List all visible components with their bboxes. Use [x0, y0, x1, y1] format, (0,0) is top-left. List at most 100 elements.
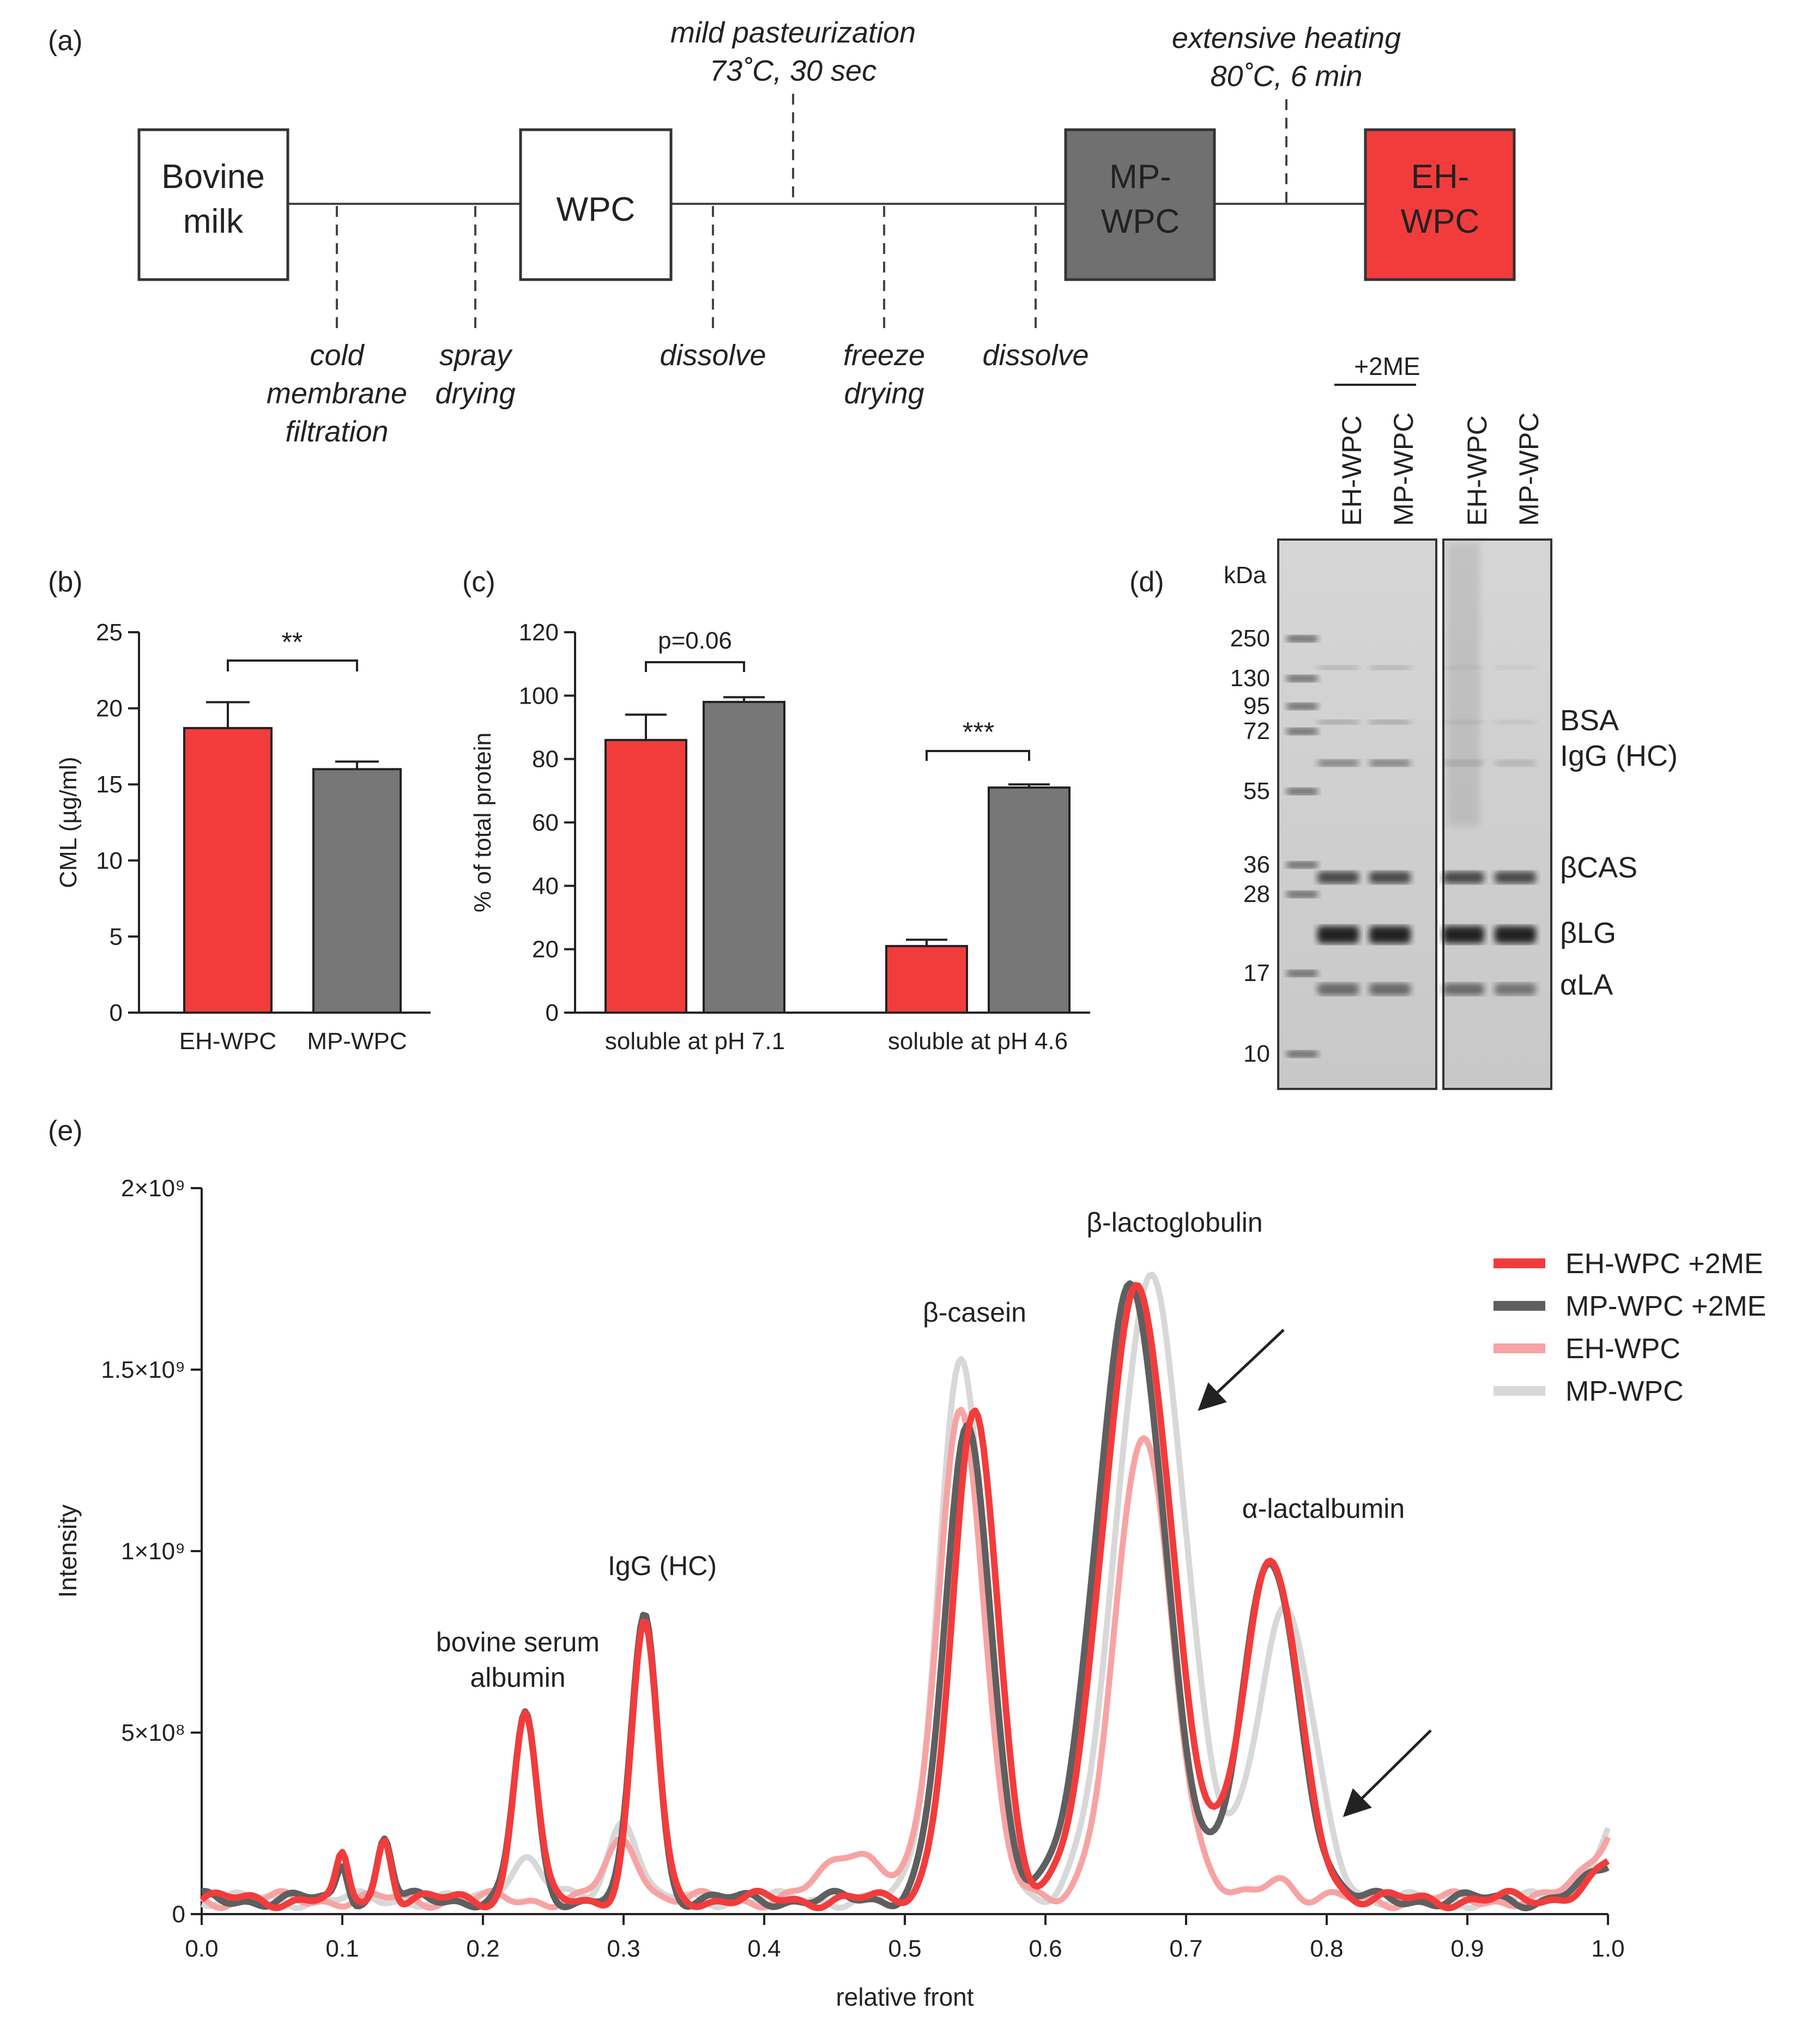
gel-sample-band [1443, 871, 1484, 883]
gel-sample-band [1369, 760, 1411, 766]
chart-e-annotation-bsa: bovine serum [436, 1627, 600, 1657]
gel-image: +2ME EH-WPC MP-WPC EH-WPC MP-WPC kDa 250… [1224, 352, 1678, 1090]
gel-band-label: IgG (HC) [1560, 740, 1678, 772]
step-label: 73˚C, 30 sec [710, 55, 876, 87]
panel-label-e: (e) [48, 1115, 83, 1147]
gel-marker-label: 36 [1243, 851, 1270, 878]
chart-c-y-tick-label: 20 [532, 936, 559, 963]
gel-ladder-band [1286, 891, 1318, 898]
box-eh-wpc [1364, 128, 1516, 281]
gel-sample-band [1317, 665, 1359, 670]
chart-c-y-tick-label: 120 [519, 619, 559, 646]
chart-c-bracket-2 [926, 750, 1030, 761]
gel-lane-label: MP-WPC [1388, 413, 1419, 526]
gel-sample-band [1317, 720, 1359, 724]
gel-band-label: βLG [1560, 917, 1616, 949]
step-label: spray [439, 339, 513, 372]
gel-marker-label: 28 [1243, 881, 1270, 907]
box-eh-wpc-line2: WPC [1401, 203, 1480, 240]
gel-sample-band [1495, 760, 1536, 766]
chart-c-bar [703, 700, 785, 1014]
chart-b-y-tick-label: 20 [96, 695, 123, 722]
chart-e-y-label: Intensity [53, 1504, 82, 1597]
gel-ladder-band [1286, 970, 1318, 977]
gel-panel-reduced [1277, 538, 1437, 1090]
chart-c-y-tick-label: 60 [532, 809, 559, 836]
chart-e-y-tick-label: 5×10⁸ [121, 1720, 185, 1746]
chart-c-bar [988, 786, 1071, 1014]
chart-e-arrow [1343, 1729, 1432, 1818]
gel-marker-label: 95 [1243, 693, 1270, 719]
chart-c-x-tick-label: soluble at pH 4.6 [888, 1028, 1068, 1055]
box-mp-wpc [1064, 128, 1216, 281]
gel-sample-band [1443, 983, 1484, 995]
box-bovine-milk-line2: milk [183, 203, 244, 240]
box-wpc [519, 128, 673, 281]
chart-e-annotation-bsa: albumin [470, 1662, 565, 1693]
chart-b-x-tick-label: MP-WPC [307, 1028, 407, 1055]
gel-sample-band [1369, 871, 1411, 883]
gel-kda-label: kDa [1224, 562, 1267, 589]
chart-c-y-tick-label: 100 [519, 682, 559, 709]
step-label: mild pasteurization [670, 16, 916, 49]
chart-e-x-tick-label: 0.6 [1029, 1935, 1062, 1962]
chart-e-y-tick-label: 2×10⁹ [121, 1175, 185, 1202]
chart-e-annotation-b-casein: β-casein [923, 1297, 1026, 1328]
chart-e-legend-label: EH-WPC +2ME [1565, 1248, 1763, 1280]
gel-smear [1447, 543, 1480, 826]
chart-c-y-label: % of total protein [469, 732, 496, 912]
chart-b-significance: ** [282, 627, 303, 657]
chart-e-y-tick-label: 1×10⁹ [121, 1538, 185, 1565]
chart-c-significance: *** [963, 717, 994, 747]
gel-sample-band [1317, 926, 1359, 943]
chart-b-bar [183, 727, 273, 1014]
gel-band-label: BSA [1560, 704, 1619, 737]
chart-e-x-tick-label: 0.5 [888, 1935, 921, 1962]
gel-bands [1286, 543, 1536, 1057]
chart-b-significance-bracket [227, 659, 358, 671]
gel-sample-band [1495, 665, 1536, 670]
chart-e-x-tick-label: 0.4 [747, 1935, 781, 1962]
gel-band-label: βCAS [1560, 851, 1637, 884]
step-label: drying [435, 377, 515, 410]
gel-ladder-band [1286, 703, 1318, 710]
flow-diagram: Bovine milk WPC MP- WPC EH- WPC cold mem… [137, 16, 1516, 448]
panel-label-b: (b) [48, 566, 83, 598]
gel-marker-label: 10 [1243, 1040, 1270, 1067]
chart-e-x-tick-label: 0.3 [607, 1935, 640, 1962]
step-label: freeze [843, 339, 925, 372]
gel-ladder-band [1286, 635, 1318, 642]
chart-e-series-line [201, 1272, 1611, 1911]
chart-b-y-label: CML (µg/ml) [55, 756, 82, 888]
chart-e-x-tick-label: 0.2 [466, 1935, 499, 1962]
step-label: dissolve [660, 339, 766, 372]
chart-c-y-tick-label: 0 [546, 1000, 559, 1026]
box-bovine-milk [137, 128, 289, 281]
step-label: 80˚C, 6 min [1210, 60, 1362, 93]
chart-e-annotation-b-lactoglobulin: β-lactoglobulin [1086, 1207, 1262, 1238]
gel-sample-band [1495, 926, 1536, 943]
chart-b-y-tick-label: 10 [96, 847, 123, 874]
gel-marker-label: 17 [1243, 960, 1270, 986]
chart-e-x-tick-label: 0.1 [325, 1935, 359, 1962]
step-label: dissolve [982, 339, 1089, 372]
chart-c-bar [885, 945, 968, 1014]
box-eh-wpc-line1: EH- [1411, 158, 1470, 196]
gel-ladder-band [1286, 1051, 1318, 1057]
chart-e-series-line [199, 1282, 1610, 1911]
gel-sample-band [1317, 983, 1359, 995]
gel-sample-band [1495, 720, 1536, 724]
gel-band-label: αLA [1560, 968, 1613, 1001]
step-label: filtration [285, 415, 388, 448]
gel-ladder-band [1286, 675, 1318, 682]
chart-c-y-tick-label: 80 [532, 746, 559, 773]
chart-c: % of total protein p=0.06 *** 0 20 40 60 80 1… [469, 619, 1090, 1055]
chart-e-x-label: relative front [836, 1983, 974, 2011]
chart-e-legend: EH-WPC +2ME MP-WPC +2ME EH-WPC MP-WPC [1494, 1248, 1766, 1407]
gel-sample-band [1495, 983, 1536, 995]
box-mp-wpc-line1: MP- [1109, 158, 1171, 196]
gel-marker-label: 72 [1243, 718, 1270, 744]
step-label: cold [310, 339, 365, 372]
chart-b-y-tick-label: 0 [110, 1000, 123, 1026]
